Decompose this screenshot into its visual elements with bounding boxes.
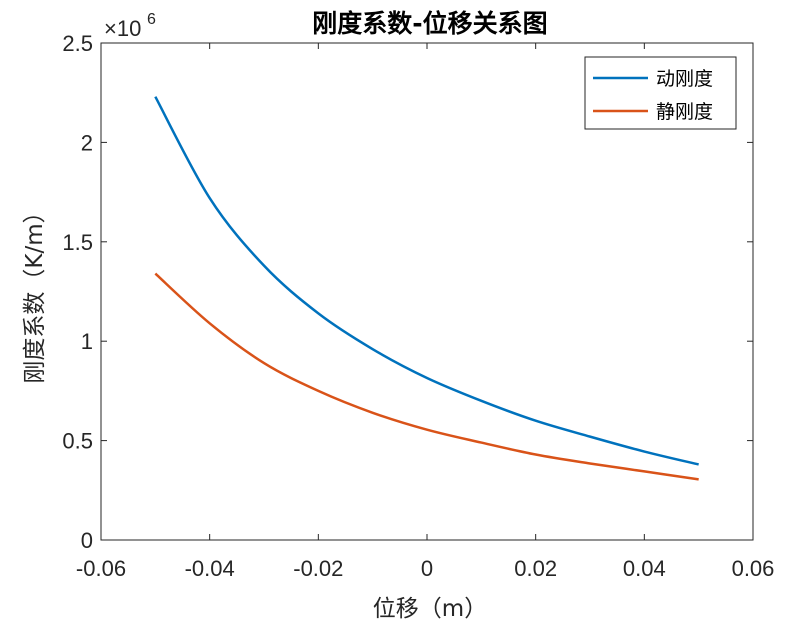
series-line-static-stiffness — [154, 272, 699, 481]
x-axis-label: 位移（m） — [373, 596, 487, 622]
legend-box — [584, 56, 737, 130]
x-tick-label: 0.02 — [514, 556, 557, 581]
x-tick-label: -0.06 — [76, 556, 126, 581]
x-tick-label: 0 — [421, 556, 433, 581]
y-tick-label: 2.5 — [62, 31, 93, 56]
y-tick-label: 2 — [81, 130, 93, 155]
legend-label-static: 静刚度 — [656, 101, 713, 123]
x-tick-label: -0.02 — [293, 556, 343, 581]
y-tick-label: 1 — [81, 329, 93, 354]
y-exponent-base: ×10 — [104, 16, 141, 41]
series-line-dynamic-stiffness — [154, 96, 699, 466]
legend-label-dynamic: 动刚度 — [656, 68, 713, 90]
x-tick-label: 0.06 — [732, 556, 775, 581]
y-tick-label: 1.5 — [62, 230, 93, 255]
chart-title: 刚度系数-位移关系图 — [312, 9, 547, 38]
x-tick-label: -0.04 — [185, 556, 235, 581]
legend: 动刚度 静刚度 — [584, 56, 737, 130]
y-tick-label: 0.5 — [62, 429, 93, 454]
x-tick-label: 0.04 — [623, 556, 666, 581]
y-exponent-power: 6 — [147, 11, 156, 28]
y-axis-label: 刚度系数（K/m） — [22, 200, 48, 383]
y-tick-label: 0 — [81, 528, 93, 553]
